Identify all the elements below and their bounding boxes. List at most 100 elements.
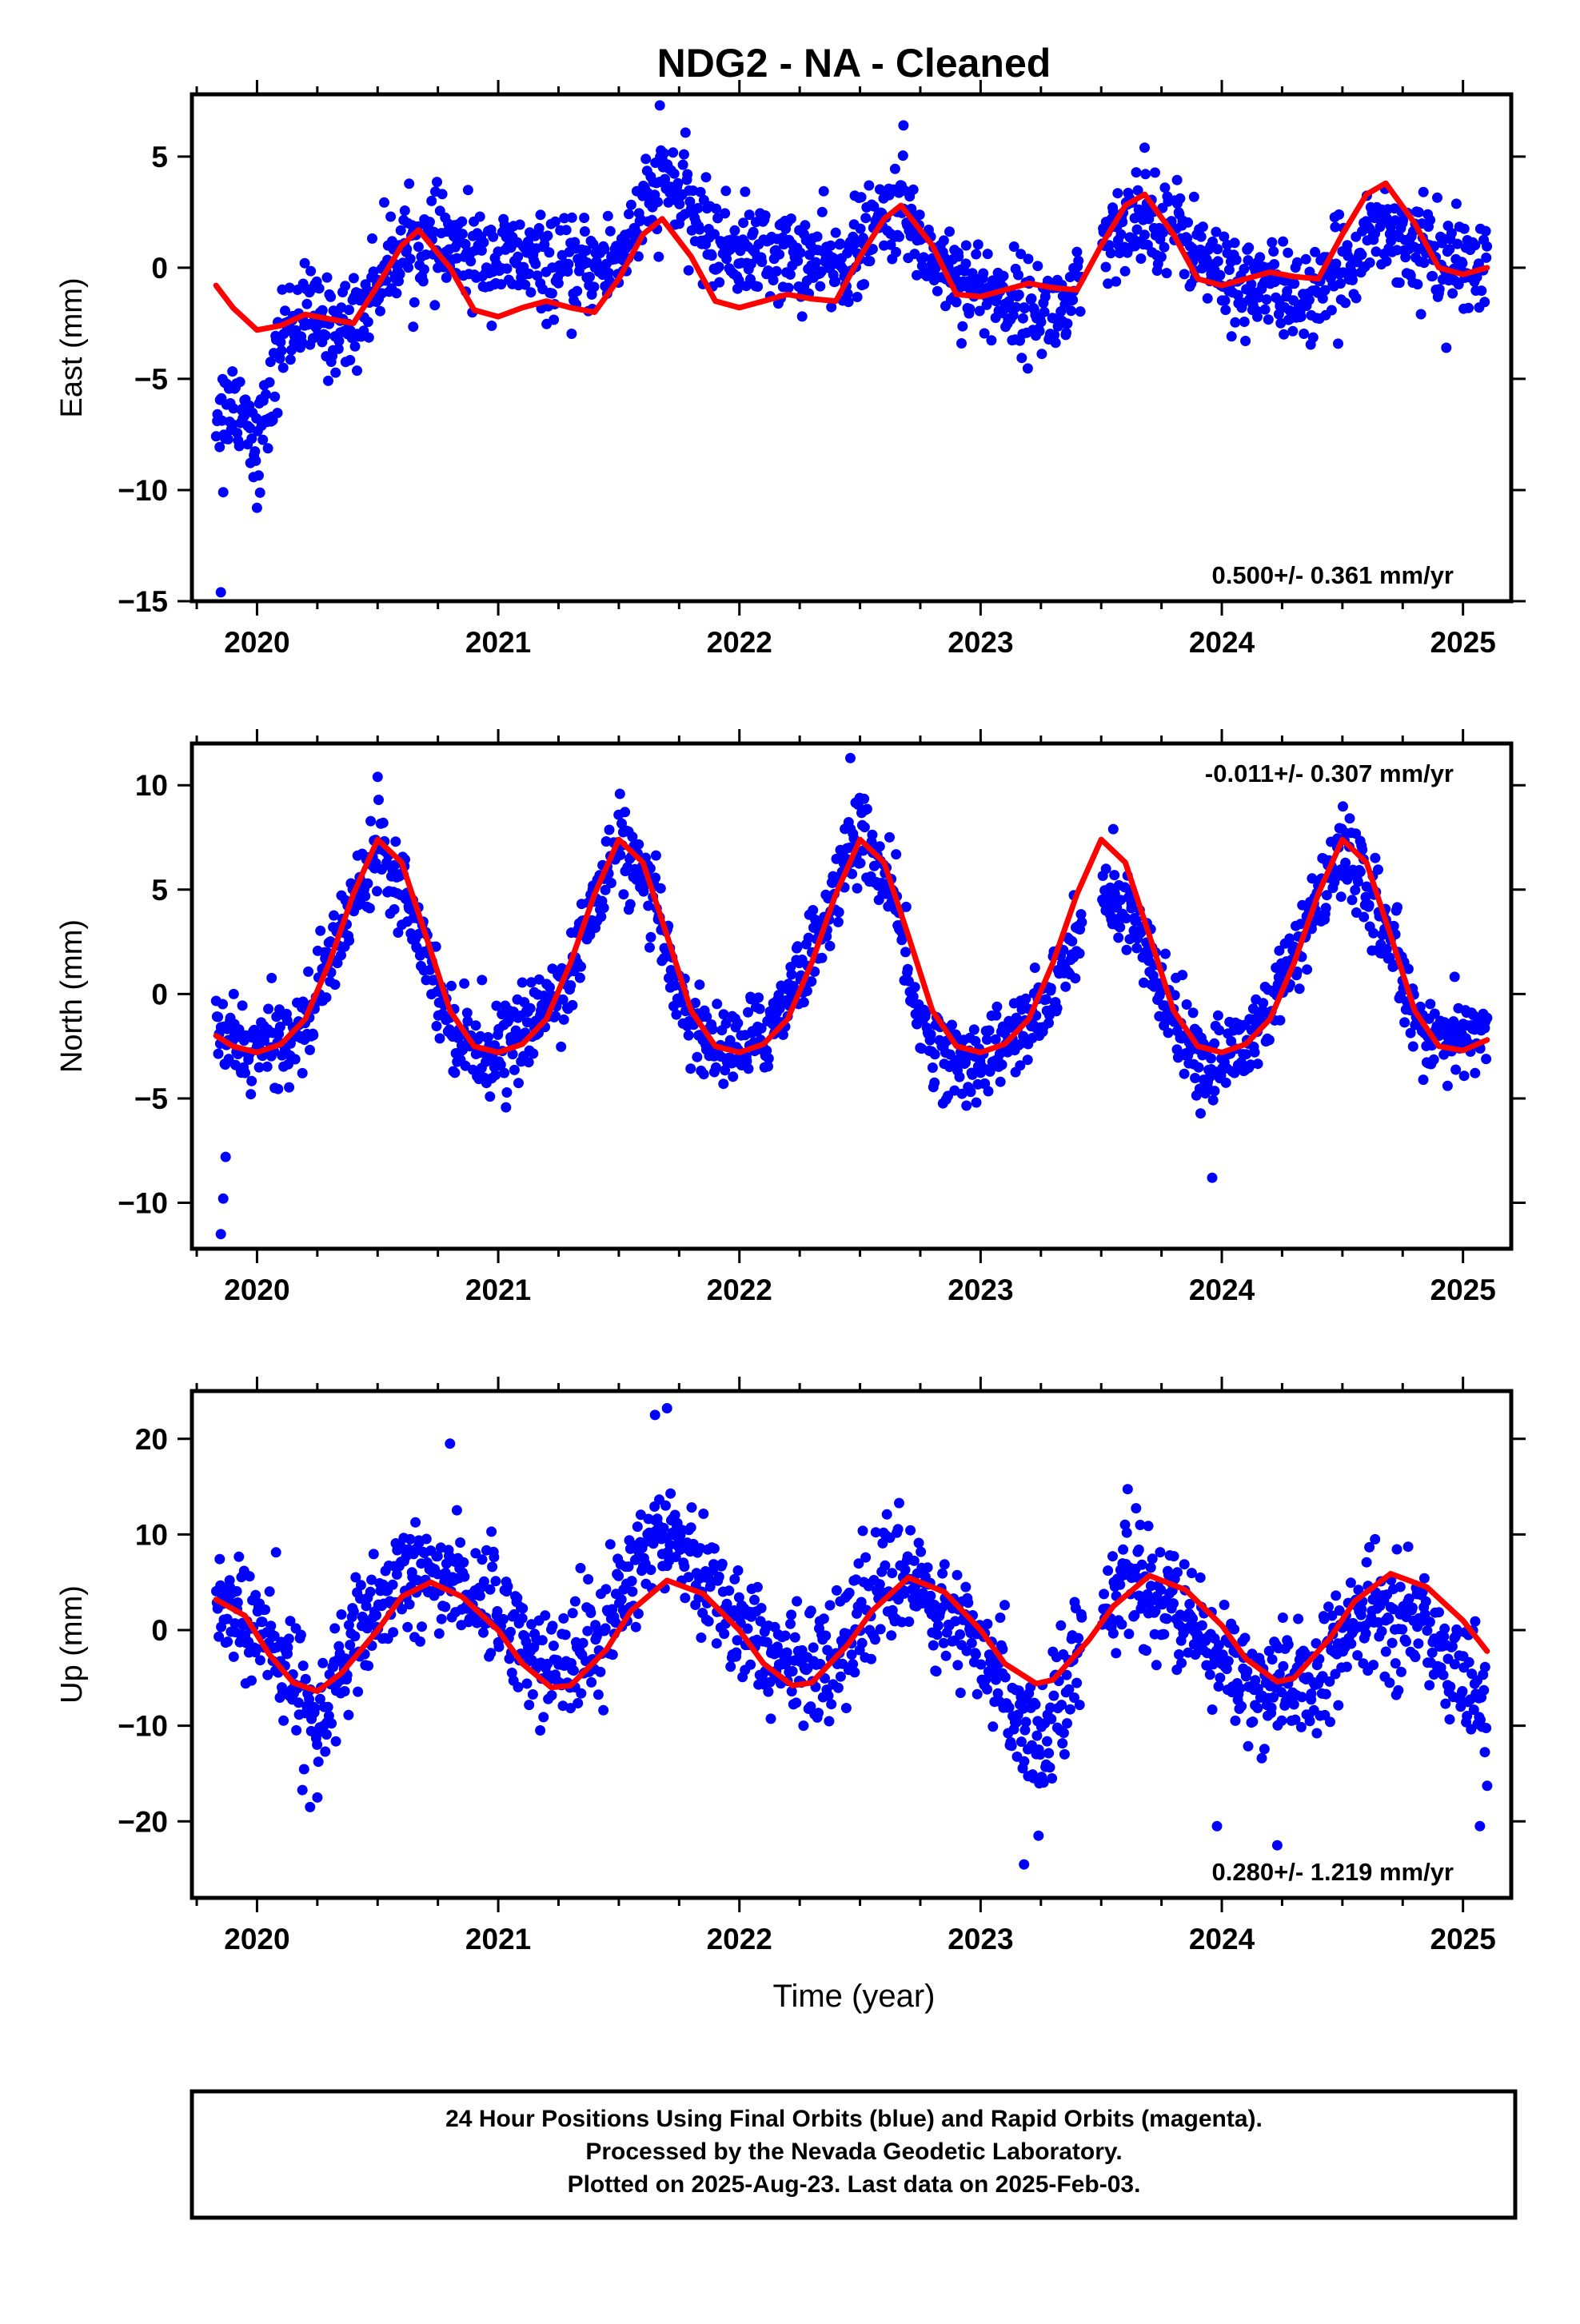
- data-point: [1368, 1660, 1379, 1671]
- plot-frame-north: [190, 741, 1514, 1251]
- data-point: [1230, 317, 1241, 328]
- data-point: [297, 1660, 309, 1672]
- data-point: [576, 961, 586, 972]
- data-point: [1195, 1108, 1206, 1119]
- data-point: [1182, 233, 1193, 244]
- data-point: [499, 1067, 510, 1078]
- data-point: [1132, 185, 1143, 196]
- data-point: [260, 1604, 271, 1615]
- data-point: [961, 1645, 972, 1656]
- data-point: [1273, 309, 1284, 320]
- data-point: [853, 1558, 864, 1569]
- data-point: [1043, 1748, 1055, 1759]
- data-point: [929, 1600, 940, 1610]
- data-point: [389, 904, 400, 915]
- data-point: [1042, 1736, 1052, 1747]
- data-point: [978, 268, 989, 279]
- data-point: [509, 1608, 520, 1620]
- data-point: [490, 1576, 501, 1587]
- data-point: [1333, 338, 1343, 349]
- data-point: [525, 1003, 536, 1014]
- data-point: [223, 1054, 234, 1065]
- data-point: [498, 1613, 509, 1624]
- data-point: [295, 1629, 306, 1640]
- data-point: [645, 931, 656, 943]
- data-point: [1069, 1692, 1079, 1703]
- data-point: [1172, 1567, 1183, 1578]
- data-point: [449, 1067, 461, 1078]
- data-point: [749, 1594, 760, 1605]
- data-point: [229, 1618, 241, 1629]
- data-point: [1043, 1018, 1054, 1029]
- y-tick-label: −10: [118, 1710, 168, 1743]
- data-point: [269, 1630, 280, 1641]
- data-point: [544, 247, 555, 258]
- data-point: [1255, 252, 1266, 263]
- data-point: [1395, 1666, 1406, 1677]
- data-point: [1013, 269, 1023, 281]
- data-point: [732, 1565, 744, 1576]
- data-point: [1481, 1054, 1492, 1065]
- data-point: [786, 1686, 797, 1697]
- data-point: [350, 1572, 361, 1583]
- data-point: [957, 321, 968, 332]
- data-point: [848, 1659, 859, 1670]
- data-point: [524, 269, 535, 279]
- data-point: [658, 953, 669, 964]
- data-point: [960, 258, 972, 269]
- data-point: [361, 1600, 372, 1612]
- data-point: [1294, 983, 1305, 995]
- data-point: [1391, 1544, 1402, 1555]
- data-point: [505, 1626, 516, 1637]
- data-point: [1479, 297, 1490, 308]
- data-point: [1393, 1684, 1404, 1696]
- data-point: [1163, 1027, 1174, 1038]
- data-point: [1124, 934, 1135, 945]
- plot-frame-east: [190, 92, 1514, 604]
- data-point: [352, 365, 362, 377]
- data-point: [530, 258, 541, 269]
- data-point: [1426, 1647, 1438, 1658]
- data-point: [297, 1784, 308, 1796]
- data-point: [789, 1632, 800, 1643]
- data-point: [1207, 1704, 1218, 1715]
- data-point: [565, 1703, 577, 1714]
- data-point: [1039, 306, 1050, 317]
- data-point: [743, 1007, 753, 1018]
- data-point: [600, 884, 611, 895]
- data-point: [852, 883, 863, 894]
- data-point: [1129, 1610, 1140, 1620]
- data-point: [818, 1613, 829, 1624]
- data-point: [939, 1559, 950, 1570]
- data-point: [537, 1635, 548, 1646]
- data-point: [694, 224, 705, 235]
- data-point: [1235, 1683, 1246, 1694]
- data-point: [1016, 353, 1027, 364]
- data-point: [525, 977, 537, 988]
- data-point: [908, 1555, 920, 1566]
- data-point: [434, 1033, 445, 1044]
- data-point: [1105, 248, 1116, 259]
- data-point: [486, 321, 497, 331]
- data-point: [507, 1049, 518, 1060]
- data-point: [550, 216, 561, 227]
- data-point: [618, 889, 629, 900]
- data-point: [625, 199, 636, 210]
- data-point: [585, 271, 595, 282]
- data-point: [567, 999, 578, 1011]
- data-point: [652, 197, 664, 208]
- data-point: [1179, 269, 1190, 280]
- data-point: [1263, 1645, 1275, 1656]
- data-point: [368, 266, 379, 277]
- data-point: [1071, 1677, 1083, 1688]
- fit-curve-up: [213, 1571, 1490, 1695]
- data-point: [574, 972, 585, 983]
- data-point: [1160, 948, 1171, 959]
- data-point: [1274, 945, 1285, 956]
- data-point: [955, 1688, 966, 1698]
- data-point: [626, 1576, 637, 1587]
- data-point: [598, 903, 609, 914]
- data-point: [362, 878, 373, 889]
- data-point: [1418, 186, 1429, 197]
